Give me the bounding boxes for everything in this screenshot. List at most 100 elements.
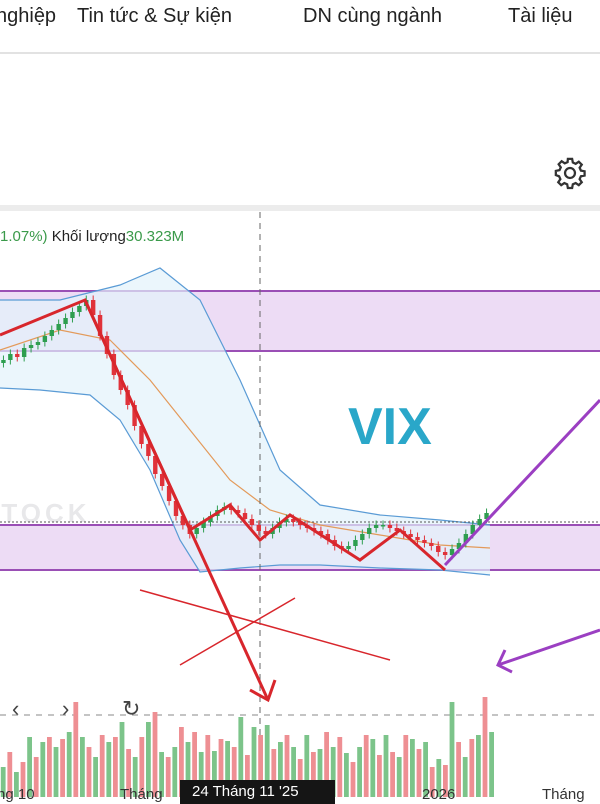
reset-chart-button[interactable]: ↻ <box>122 696 141 721</box>
nav-item-news[interactable]: Tin tức & Sự kiện <box>77 5 232 27</box>
volume-bar <box>304 735 310 797</box>
volume-bar <box>462 757 468 797</box>
volume-bar <box>390 752 395 797</box>
candle <box>56 324 61 330</box>
volume-bar <box>258 735 263 797</box>
volume-bar <box>93 757 98 797</box>
candle <box>263 531 268 534</box>
nav-item-documents[interactable]: Tài liệu <box>508 5 573 27</box>
candle <box>463 534 469 543</box>
candle <box>415 537 420 540</box>
candle <box>146 444 151 456</box>
volume-bar <box>443 765 448 797</box>
scroll-left-button[interactable]: ‹ <box>12 696 20 721</box>
volume-bar <box>132 757 138 797</box>
candle <box>1 360 6 363</box>
bollinger-upper <box>0 267 491 526</box>
volume-bar <box>291 747 296 797</box>
candle <box>429 543 434 546</box>
candle <box>318 531 324 534</box>
x-axis-label: Tháng <box>542 786 585 803</box>
nav-item-peers[interactable]: DN cùng ngành <box>303 5 442 27</box>
gear-icon[interactable] <box>553 156 587 190</box>
volume-bar <box>429 767 435 797</box>
volume-value: 30.323M <box>125 228 185 245</box>
volume-bar <box>119 722 125 797</box>
candle <box>201 522 206 528</box>
candle <box>436 546 441 552</box>
bollinger-area <box>0 268 490 575</box>
vix-annotation: VIX <box>348 398 432 456</box>
volume-bar <box>152 712 158 797</box>
red-annotations <box>0 298 446 703</box>
volume-bar <box>278 742 283 797</box>
volume-bar <box>363 735 369 797</box>
candle <box>470 525 475 534</box>
candle <box>139 426 144 444</box>
candle <box>173 501 179 516</box>
candle <box>394 528 400 531</box>
candle <box>373 525 379 528</box>
candle <box>35 342 41 345</box>
volume-label: Khối lượng <box>51 228 126 245</box>
volume-bar <box>311 752 316 797</box>
volume-bar <box>198 752 204 797</box>
chart-legend: 1.07%) Khối lượng30.323M <box>0 228 184 245</box>
x-axis-label: 2026 <box>422 786 456 803</box>
candle <box>408 534 413 537</box>
volume-bar <box>324 732 329 797</box>
candle <box>449 549 455 555</box>
volume-bar <box>238 717 244 797</box>
volume-bar <box>383 735 389 797</box>
scroll-right-button[interactable]: › <box>62 696 70 721</box>
candle <box>132 405 137 426</box>
volume-bar <box>27 737 32 797</box>
volume-bar <box>423 742 428 797</box>
nav-item-business[interactable]: nghiệp <box>0 5 57 27</box>
volume-bar <box>489 732 494 797</box>
candle <box>8 354 13 360</box>
candle <box>235 510 241 513</box>
volume-bar <box>212 751 217 797</box>
volume-bar <box>53 747 59 797</box>
volume-bar <box>0 767 6 797</box>
volume-bar <box>264 725 270 797</box>
x-axis-label: Tháng <box>120 786 163 803</box>
volume-bar <box>86 747 92 797</box>
candle <box>70 312 75 318</box>
volume-bar <box>113 737 118 797</box>
volume-bar <box>179 727 184 797</box>
candle <box>477 519 482 525</box>
volume-bar <box>344 753 349 797</box>
volume-bar <box>377 755 382 797</box>
volume-bar <box>410 739 415 797</box>
volume-bar <box>172 747 178 797</box>
volume-bar <box>80 737 85 797</box>
candle <box>367 528 372 534</box>
candle <box>325 534 331 540</box>
volume-bar <box>73 702 79 797</box>
volume-bar <box>139 737 145 797</box>
volume-bar <box>99 735 105 797</box>
volume-bar <box>469 739 475 797</box>
price-change-percent: 1.07%) <box>0 228 48 245</box>
watermark: STOCK <box>0 498 91 528</box>
candle <box>242 513 248 519</box>
candle <box>159 474 165 486</box>
volume-bar <box>449 702 455 797</box>
candle <box>422 540 427 543</box>
volume-bar <box>284 735 290 797</box>
volume-bar <box>416 749 422 797</box>
candle <box>125 390 130 405</box>
volume-bar <box>66 732 72 797</box>
volume-bar <box>317 749 323 797</box>
volume-bar <box>47 737 52 797</box>
bollinger-lower <box>0 387 491 576</box>
candle <box>63 318 68 324</box>
candle <box>180 516 186 525</box>
candle <box>153 456 158 474</box>
volume-bar <box>396 757 402 797</box>
candle <box>249 519 255 525</box>
candle <box>484 513 489 519</box>
